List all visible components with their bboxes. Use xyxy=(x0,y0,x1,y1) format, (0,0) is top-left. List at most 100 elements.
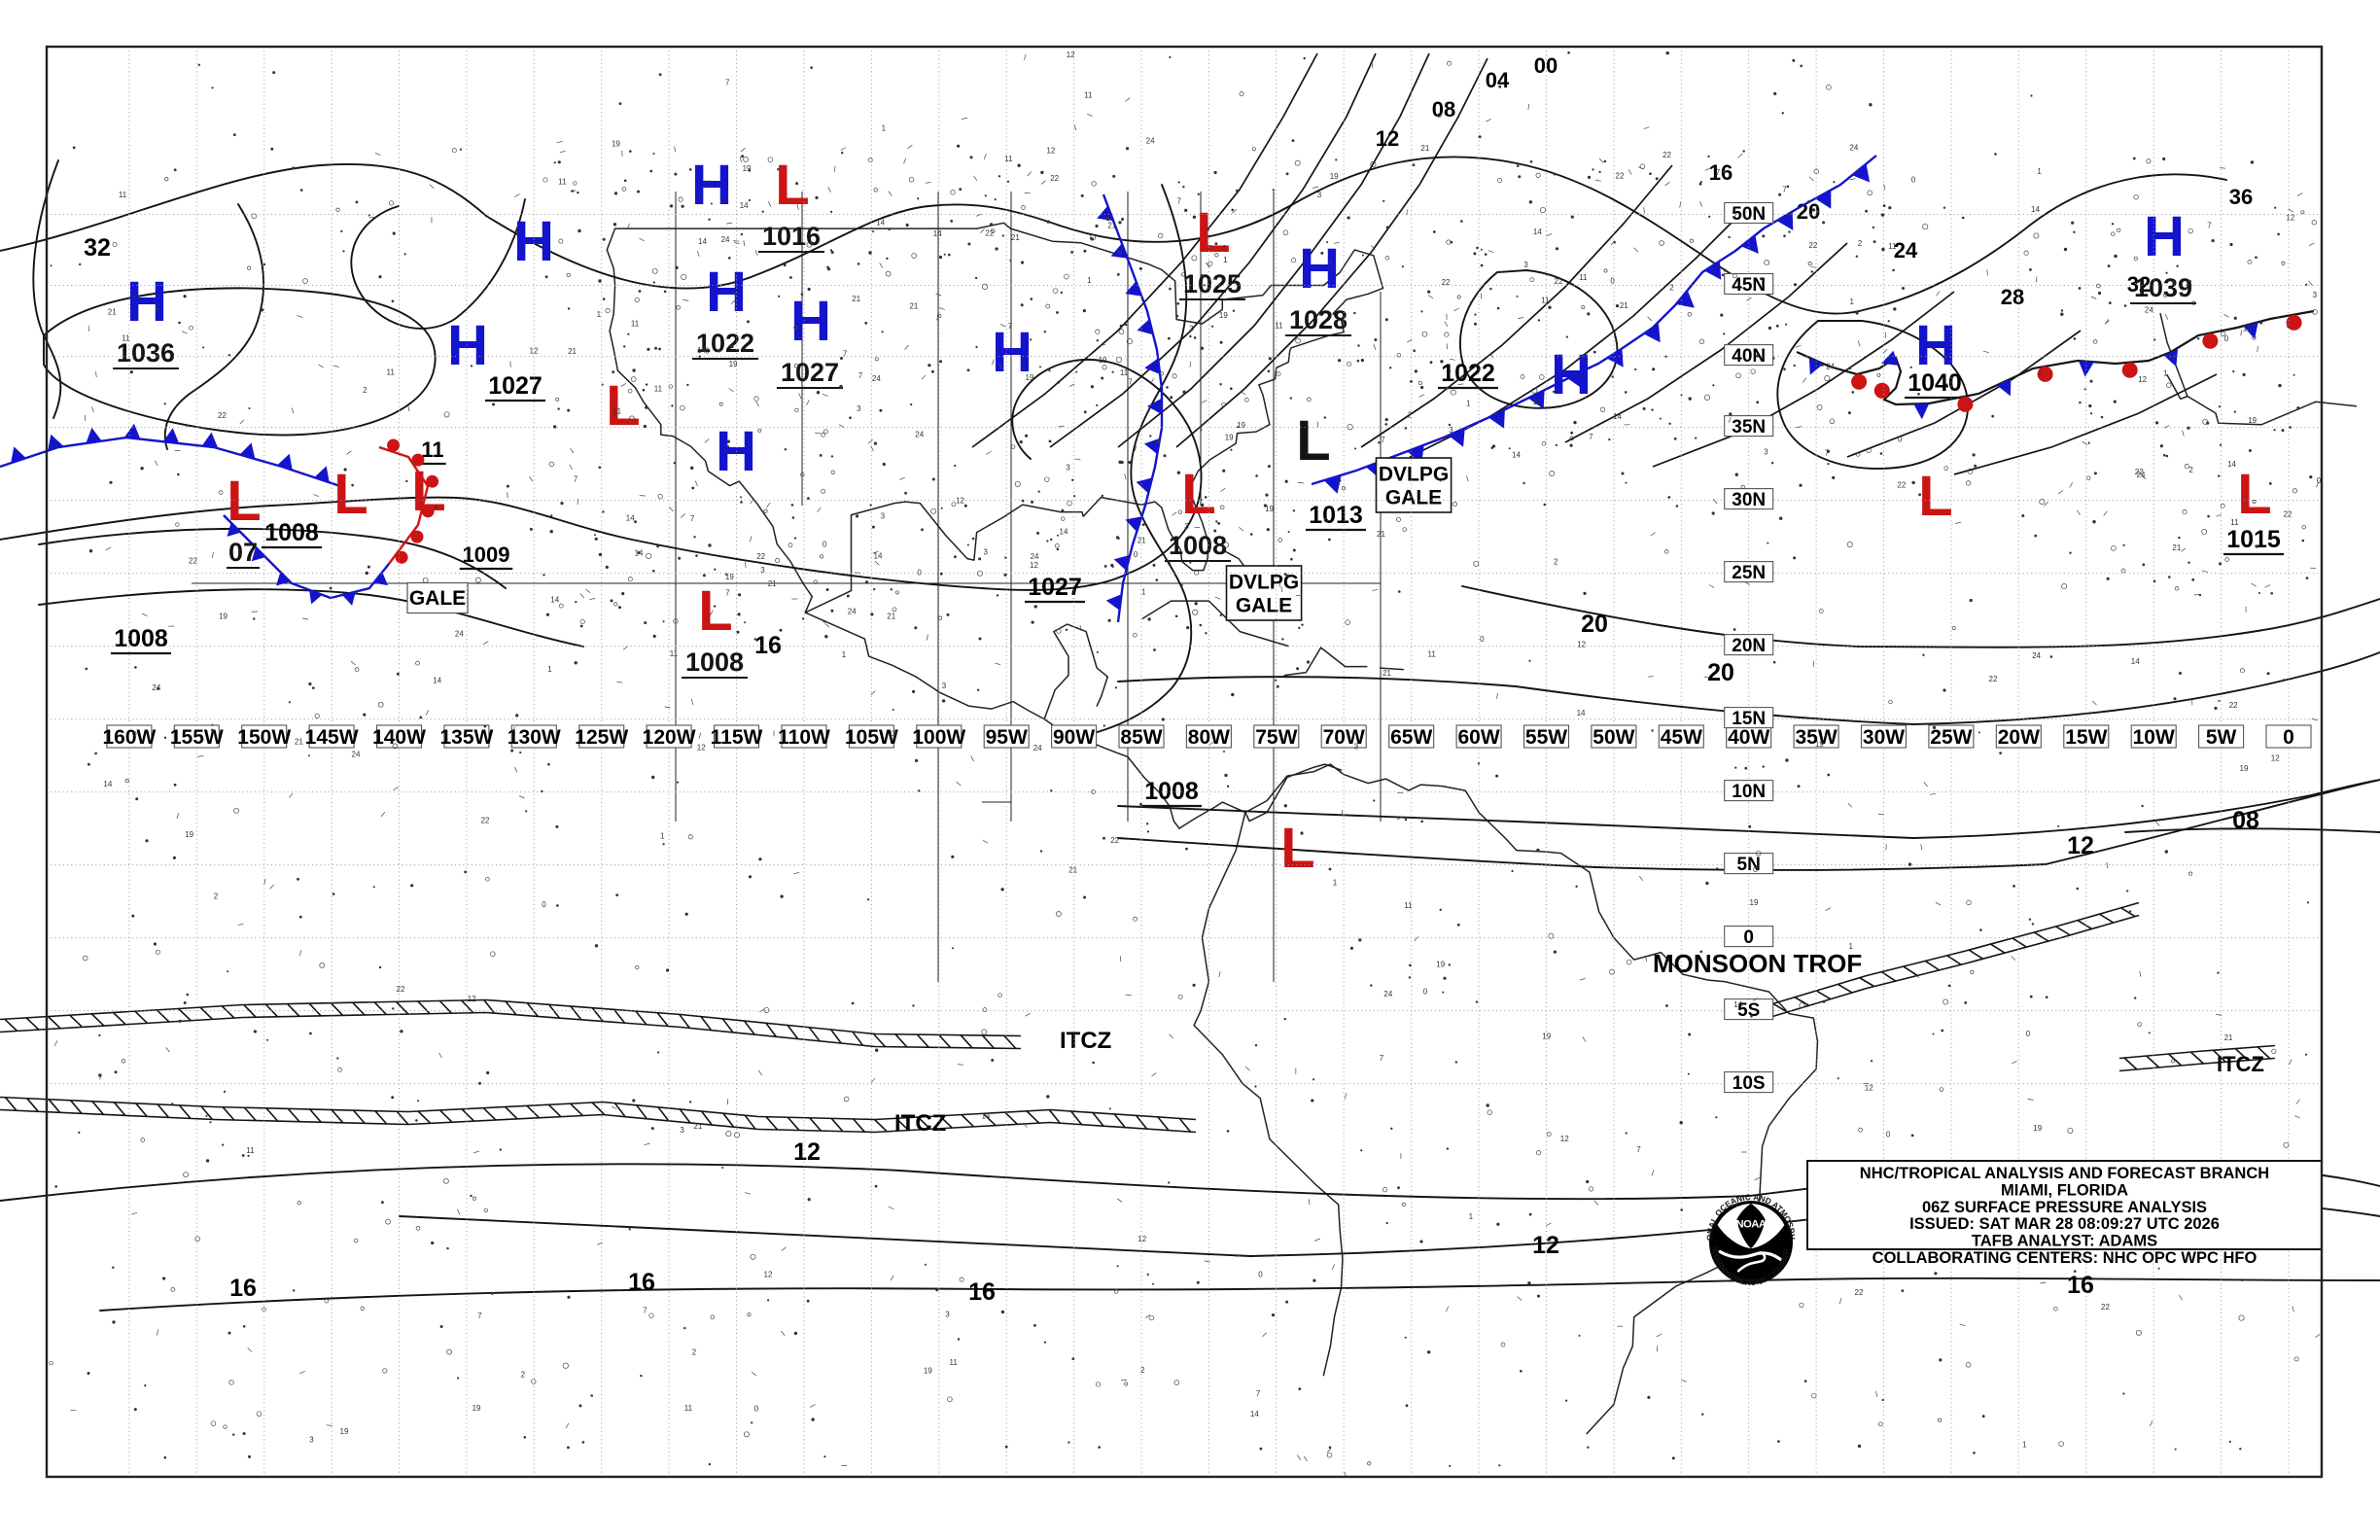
svg-text:7: 7 xyxy=(1716,168,1721,177)
svg-text:90W: 90W xyxy=(1053,726,1095,749)
svg-text:50W: 50W xyxy=(1592,726,1634,749)
svg-text:22: 22 xyxy=(2229,701,2238,710)
svg-text:16: 16 xyxy=(2067,1272,2094,1299)
svg-text:21: 21 xyxy=(1068,866,1077,875)
svg-text:3: 3 xyxy=(1066,464,1070,472)
svg-text:1028: 1028 xyxy=(1289,305,1348,334)
svg-text:16: 16 xyxy=(628,1269,655,1296)
svg-text:14: 14 xyxy=(550,595,559,604)
svg-text:L: L xyxy=(775,154,808,217)
svg-text:22: 22 xyxy=(1662,151,1671,159)
svg-text:10S: 10S xyxy=(1732,1073,1766,1094)
svg-text:0: 0 xyxy=(1258,1271,1263,1279)
svg-text:11: 11 xyxy=(1541,296,1550,304)
svg-text:14: 14 xyxy=(1577,709,1586,718)
svg-text:MIAMI, FLORIDA: MIAMI, FLORIDA xyxy=(2001,1181,2128,1199)
svg-text:2: 2 xyxy=(1554,558,1558,567)
svg-text:20N: 20N xyxy=(1732,636,1766,656)
svg-text:24: 24 xyxy=(915,430,924,438)
svg-text:21: 21 xyxy=(693,1122,702,1131)
svg-text:H: H xyxy=(706,261,745,324)
svg-text:11: 11 xyxy=(1532,398,1541,406)
svg-text:19: 19 xyxy=(185,830,193,839)
svg-text:1: 1 xyxy=(1333,878,1338,887)
svg-text:7: 7 xyxy=(477,1312,482,1320)
svg-text:22: 22 xyxy=(1442,278,1451,287)
svg-text:14: 14 xyxy=(626,514,635,523)
svg-text:24: 24 xyxy=(352,750,361,758)
svg-text:12: 12 xyxy=(1376,126,1399,151)
svg-text:11: 11 xyxy=(421,438,443,462)
svg-text:12: 12 xyxy=(1560,1135,1569,1143)
svg-text:3: 3 xyxy=(1449,426,1453,435)
svg-text:11: 11 xyxy=(950,1358,959,1367)
svg-text:7: 7 xyxy=(643,1307,648,1315)
svg-text:0: 0 xyxy=(822,540,827,548)
svg-text:7: 7 xyxy=(1381,436,1385,444)
svg-text:14: 14 xyxy=(982,1111,991,1120)
svg-text:0: 0 xyxy=(542,900,546,909)
svg-text:7: 7 xyxy=(2207,222,2212,230)
svg-text:3: 3 xyxy=(309,1436,314,1445)
svg-text:1009: 1009 xyxy=(463,542,510,567)
svg-text:3: 3 xyxy=(857,404,861,413)
svg-text:7: 7 xyxy=(1177,196,1182,205)
svg-text:15N: 15N xyxy=(1732,709,1766,729)
svg-text:19: 19 xyxy=(1219,311,1228,320)
svg-text:21: 21 xyxy=(768,579,777,588)
svg-text:12: 12 xyxy=(2271,754,2280,763)
svg-text:22: 22 xyxy=(985,229,994,238)
svg-text:24: 24 xyxy=(1826,362,1835,370)
svg-text:1008: 1008 xyxy=(1144,778,1199,805)
svg-text:21: 21 xyxy=(887,612,895,620)
svg-text:ISSUED: SAT MAR 28 08:09:27 UT: ISSUED: SAT MAR 28 08:09:27 UTC 2026 xyxy=(1909,1215,2220,1233)
svg-text:ITCZ: ITCZ xyxy=(1060,1028,1111,1054)
svg-text:19: 19 xyxy=(2033,1124,2042,1133)
svg-text:1022: 1022 xyxy=(1441,360,1495,387)
svg-text:22: 22 xyxy=(1616,172,1625,181)
svg-text:11: 11 xyxy=(387,368,396,376)
svg-text:L: L xyxy=(333,463,367,526)
svg-text:L: L xyxy=(1181,463,1214,526)
svg-text:0: 0 xyxy=(1898,436,1903,444)
svg-text:10W: 10W xyxy=(2133,726,2175,749)
svg-text:14: 14 xyxy=(876,219,885,228)
svg-text:11: 11 xyxy=(2230,518,2239,527)
svg-text:11: 11 xyxy=(1084,91,1093,100)
svg-text:24: 24 xyxy=(1031,552,1039,561)
svg-text:21: 21 xyxy=(108,308,117,317)
svg-text:1: 1 xyxy=(1469,1212,1474,1221)
svg-text:3: 3 xyxy=(1354,742,1359,751)
svg-text:7: 7 xyxy=(1589,433,1593,441)
svg-text:12: 12 xyxy=(1030,561,1038,570)
svg-text:7: 7 xyxy=(1380,1054,1384,1063)
svg-text:1: 1 xyxy=(882,124,887,133)
svg-text:1: 1 xyxy=(1466,400,1471,408)
svg-text:14: 14 xyxy=(1512,451,1521,460)
svg-text:3: 3 xyxy=(760,566,765,575)
svg-text:MONSOON TROF: MONSOON TROF xyxy=(1653,949,1862,978)
svg-text:22: 22 xyxy=(1808,241,1817,250)
svg-text:22: 22 xyxy=(218,411,227,420)
svg-text:21: 21 xyxy=(295,738,303,747)
svg-text:16: 16 xyxy=(968,1278,996,1306)
svg-text:14: 14 xyxy=(103,780,112,788)
svg-text:12: 12 xyxy=(2138,375,2147,384)
svg-text:110W: 110W xyxy=(778,726,830,749)
svg-text:140W: 140W xyxy=(372,726,426,749)
svg-text:24: 24 xyxy=(455,630,464,639)
svg-text:19: 19 xyxy=(1026,373,1034,382)
svg-text:L: L xyxy=(1296,409,1329,472)
svg-text:0: 0 xyxy=(1610,276,1615,285)
svg-text:3: 3 xyxy=(680,1126,684,1135)
svg-text:L: L xyxy=(1280,817,1313,880)
svg-text:19: 19 xyxy=(1436,961,1445,969)
svg-text:H: H xyxy=(126,270,165,333)
svg-text:1008: 1008 xyxy=(114,625,168,652)
svg-text:115W: 115W xyxy=(711,726,763,749)
svg-text:11: 11 xyxy=(1120,368,1129,377)
svg-text:16: 16 xyxy=(1709,160,1732,185)
svg-text:19: 19 xyxy=(2240,764,2249,773)
svg-text:2: 2 xyxy=(2188,466,2193,474)
svg-text:3: 3 xyxy=(942,682,947,690)
